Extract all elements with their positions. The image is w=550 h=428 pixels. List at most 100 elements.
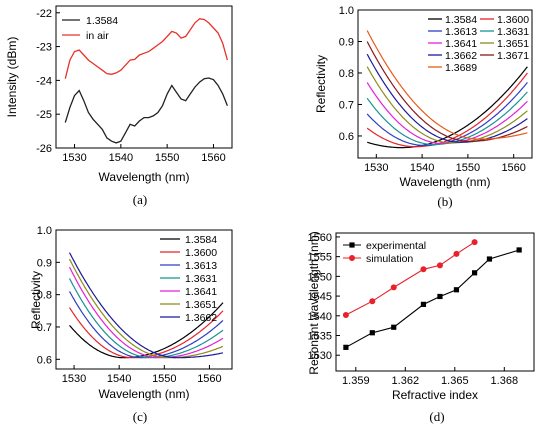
- panel-a-xlabel: Wavelength (nm): [99, 170, 190, 184]
- panel-a-y-tick-label-4: -22: [36, 8, 52, 20]
- panel-d-xlabel: Refractive index: [392, 388, 478, 402]
- panel-d-point-0-0: [343, 344, 349, 350]
- panel-c-y-tick-label-3: 0.9: [37, 257, 52, 269]
- panel-c-series-group: [68, 252, 224, 359]
- panel-b-series-line-7: [366, 41, 528, 142]
- panel-d-legend-label-1: simulation: [366, 253, 413, 265]
- panel-c-y-tick-label-4: 1.0: [37, 225, 52, 237]
- panel-b-caption: (b): [437, 194, 452, 209]
- panel-d-legend-marker-1: [349, 255, 355, 261]
- panel-d-plot-frame: [335, 232, 535, 372]
- panel-a-series-group: [64, 18, 229, 144]
- panel-a-series-line-1: [64, 18, 229, 79]
- panel-d-x-tick-label-2: 1.365: [441, 375, 469, 387]
- panel-a-legend-label-1: in air: [86, 30, 109, 42]
- panel-d-point-0-2: [391, 324, 397, 330]
- panel-b-y-tick-label-0: 0.6: [339, 131, 354, 143]
- panel-d-point-0-4: [437, 293, 443, 300]
- panel-d-point-1-0: [342, 312, 349, 319]
- panel-d-point-1-2: [390, 284, 397, 291]
- panel-a: 1530 1540 1550 1560 -26 -25 -24 -23 -22 1.3584 i…: [5, 5, 233, 207]
- panel-c-series-line-3: [68, 278, 224, 359]
- panel-c-x-ticks: 1530 1540 1550 1560: [62, 365, 222, 385]
- panel-c-legend-label-3: 1.3631: [185, 273, 217, 285]
- panel-b-legend-label-3: 1.3631: [497, 26, 529, 38]
- panel-d-x-ticks: 1.359 1.362 1.365 1.368: [342, 367, 518, 387]
- panel-b-xlabel: Wavelength (nm): [400, 175, 491, 189]
- panel-b-series-line-4: [366, 82, 528, 145]
- panel-d-point-0-6: [472, 270, 478, 276]
- panel-c-y-tick-label-0: 0.6: [37, 354, 52, 366]
- panel-d: 1.359 1.362 1.365 1.368 1530 1535 1540 1545 155…: [307, 231, 535, 424]
- panel-d-point-0-3: [420, 301, 427, 307]
- panel-d-y-tick-label-1: 1535: [308, 331, 332, 343]
- panel-b-x-tick-label-0: 1530: [364, 162, 388, 174]
- panel-d-point-0-8: [516, 247, 522, 253]
- panel-b-series-line-6: [366, 53, 528, 143]
- panel-c-x-tick-label-3: 1560: [197, 373, 221, 385]
- panel-d-y-ticks: 1530 1535 1540 1545 1550 1555 1560: [308, 232, 340, 362]
- panel-c-series-line-4: [68, 266, 224, 359]
- panel-d-y-tick-label-2: 1540: [308, 311, 332, 323]
- panel-c-series-line-5: [68, 258, 224, 359]
- panel-c-y-tick-label-2: 0.8: [37, 290, 52, 302]
- panel-b-legend-label-5: 1.3651: [497, 38, 529, 50]
- panel-b-x-tick-label-2: 1550: [456, 162, 480, 174]
- panel-a-x-tick-label-3: 1560: [201, 152, 225, 164]
- panel-d-x-tick-label-3: 1.368: [491, 375, 519, 387]
- panel-c-series-line-1: [69, 307, 224, 359]
- panel-d-point-1-6: [471, 239, 478, 246]
- panel-c-x-tick-label-0: 1530: [62, 373, 86, 385]
- panel-d-y-tick-label-3: 1545: [308, 291, 332, 303]
- panel-a-series-line-0: [64, 77, 229, 144]
- panel-c-legend-label-4: 1.3641: [185, 286, 217, 298]
- panel-b-ylabel: Reflectivity: [314, 55, 328, 113]
- panel-b-y-tick-label-2: 0.8: [339, 68, 354, 80]
- panel-a-legend: 1.3584 in air: [62, 15, 118, 42]
- panel-c-ylabel: Reflectivity: [29, 271, 43, 329]
- panel-b-x-tick-label-3: 1560: [501, 162, 525, 174]
- panel-d-point-0-5: [453, 287, 460, 293]
- panel-c-xlabel: Wavelength (nm): [99, 387, 190, 401]
- panel-c-x-tick-label-1: 1540: [107, 373, 131, 385]
- panel-c-legend: 1.35841.36001.36131.36311.36411.36511.36…: [160, 234, 217, 324]
- panel-a-y-tick-label-0: -26: [36, 143, 52, 155]
- panel-c-legend-label-5: 1.3651: [185, 299, 217, 311]
- panel-a-x-tick-label-1: 1540: [109, 152, 133, 164]
- panel-c-legend-label-2: 1.3613: [185, 260, 217, 272]
- panel-c-legend-label-0: 1.3584: [185, 234, 217, 246]
- panel-a-legend-label-0: 1.3584: [86, 15, 118, 27]
- panel-b-y-tick-label-1: 0.7: [339, 99, 354, 111]
- panel-b-y-ticks: 0.6 0.7 0.8 0.9 1.0: [339, 5, 362, 143]
- panel-d-y-tick-label-4: 1550: [308, 271, 332, 283]
- panel-d-x-tick-label-1: 1.362: [392, 375, 420, 387]
- panel-b-x-tick-label-1: 1540: [410, 162, 434, 174]
- panel-b-series-line-5: [366, 66, 528, 144]
- panel-d-legend-marker-0: [349, 242, 355, 248]
- panel-a-y-tick-label-3: -23: [36, 42, 52, 54]
- panel-b-legend-label-0: 1.3584: [445, 14, 477, 26]
- panel-b-legend-label-4: 1.3641: [445, 38, 477, 50]
- panel-c-caption: (c): [133, 409, 147, 424]
- panel-c-y-ticks: 0.6 0.7 0.8 0.9 1.0: [37, 225, 60, 366]
- panel-b-series-line-8: [366, 30, 528, 140]
- panel-d-y-tick-label-0: 1530: [308, 350, 332, 362]
- panel-b-x-ticks: 1530 1540 1550 1560: [364, 154, 526, 174]
- panel-c-x-tick-label-2: 1550: [152, 373, 176, 385]
- panel-d-caption: (d): [429, 409, 444, 424]
- panel-c-series-line-6: [68, 252, 224, 359]
- panel-a-y-tick-label-1: -25: [36, 109, 52, 121]
- panel-b-legend-label-2: 1.3613: [445, 26, 477, 38]
- panel-c-legend-label-6: 1.3662: [185, 312, 217, 324]
- panel-c-y-tick-label-1: 0.7: [37, 322, 52, 334]
- panel-a-x-ticks: 1530 1540 1550 1560: [62, 144, 226, 164]
- panel-d-point-0-7: [486, 256, 493, 262]
- panel-c-plot-frame: [55, 229, 233, 370]
- panel-d-x-tick-label-0: 1.359: [342, 375, 370, 387]
- panel-b-plot-frame: [357, 9, 533, 159]
- panel-d-point-1-1: [369, 298, 376, 305]
- panel-b-legend-label-7: 1.3671: [497, 50, 529, 62]
